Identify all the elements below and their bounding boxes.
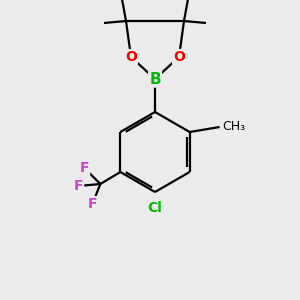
Text: CH₃: CH₃	[223, 121, 246, 134]
Text: F: F	[80, 161, 89, 175]
Text: F: F	[74, 179, 83, 193]
Text: B: B	[149, 71, 161, 86]
Text: O: O	[173, 50, 185, 64]
Text: O: O	[125, 50, 137, 64]
Text: Cl: Cl	[148, 201, 162, 215]
Text: F: F	[88, 197, 97, 211]
